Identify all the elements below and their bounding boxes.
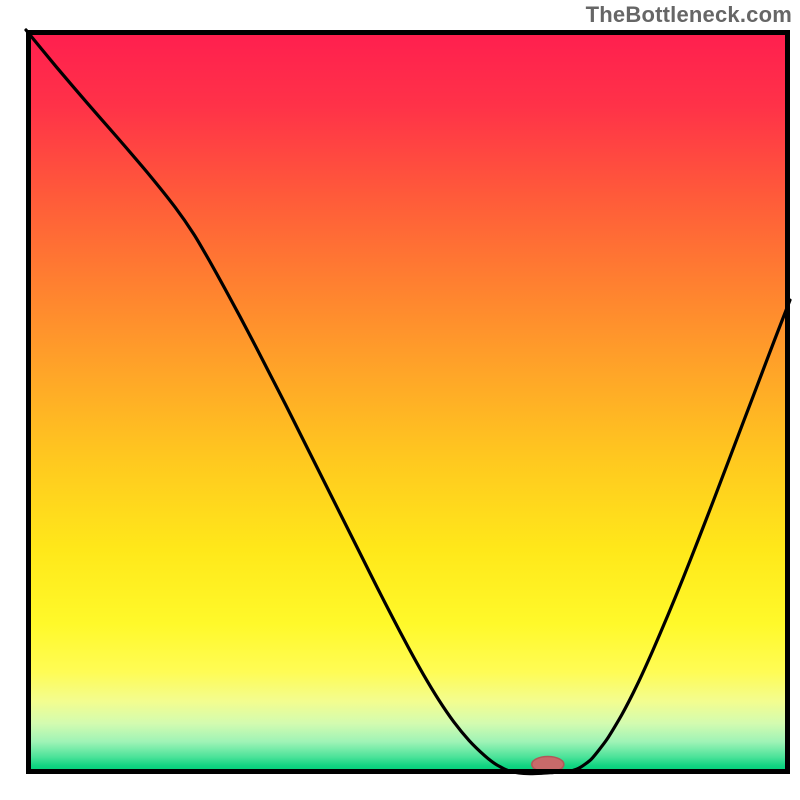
plot-background bbox=[29, 33, 788, 772]
chart-container: TheBottleneck.com bbox=[0, 0, 800, 800]
watermark-text: TheBottleneck.com bbox=[586, 2, 792, 28]
chart-svg bbox=[0, 0, 800, 800]
